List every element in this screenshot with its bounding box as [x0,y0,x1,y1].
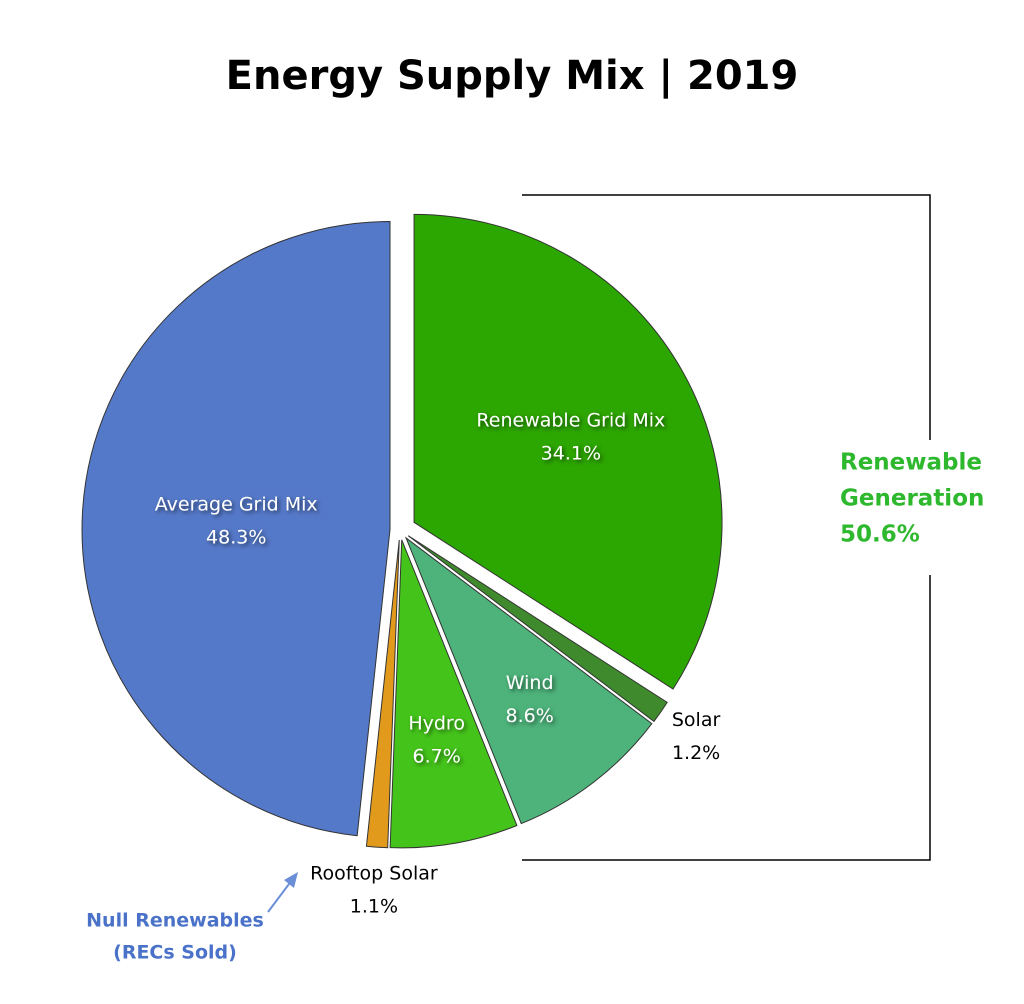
slice-value: 6.7% [413,746,461,768]
slice-label: Wind [506,672,554,694]
bracket [522,575,931,861]
bracket [522,194,931,440]
arrow-head [284,872,298,888]
annotation: Generation [840,486,984,512]
slice-value: 48.3% [206,527,266,549]
pie-slice [404,536,653,825]
slice-label: Average Grid Mix [155,494,318,516]
annotation: 50.6% [840,522,920,548]
slice-label: Hydro [408,713,465,735]
pie-slice [407,535,668,723]
slice-value: 8.6% [506,705,554,727]
pie-slice [81,220,391,837]
pie-slice [389,539,518,849]
annotation: (RECs Sold) [113,942,237,964]
pie-slice [413,213,723,690]
annotation: Renewable [840,450,982,476]
annotation: Null Renewables [86,910,264,932]
slice-value: 1.2% [672,742,720,764]
chart-title: Energy Supply Mix | 2019 [226,53,799,100]
arrow [267,879,293,913]
slice-value: 34.1% [541,442,601,464]
pie-slice [365,539,400,849]
slice-label: Renewable Grid Mix [476,409,665,431]
slice-label: Solar [672,709,721,731]
slice-value: 1.1% [350,896,398,918]
slice-label: Rooftop Solar [310,863,438,885]
